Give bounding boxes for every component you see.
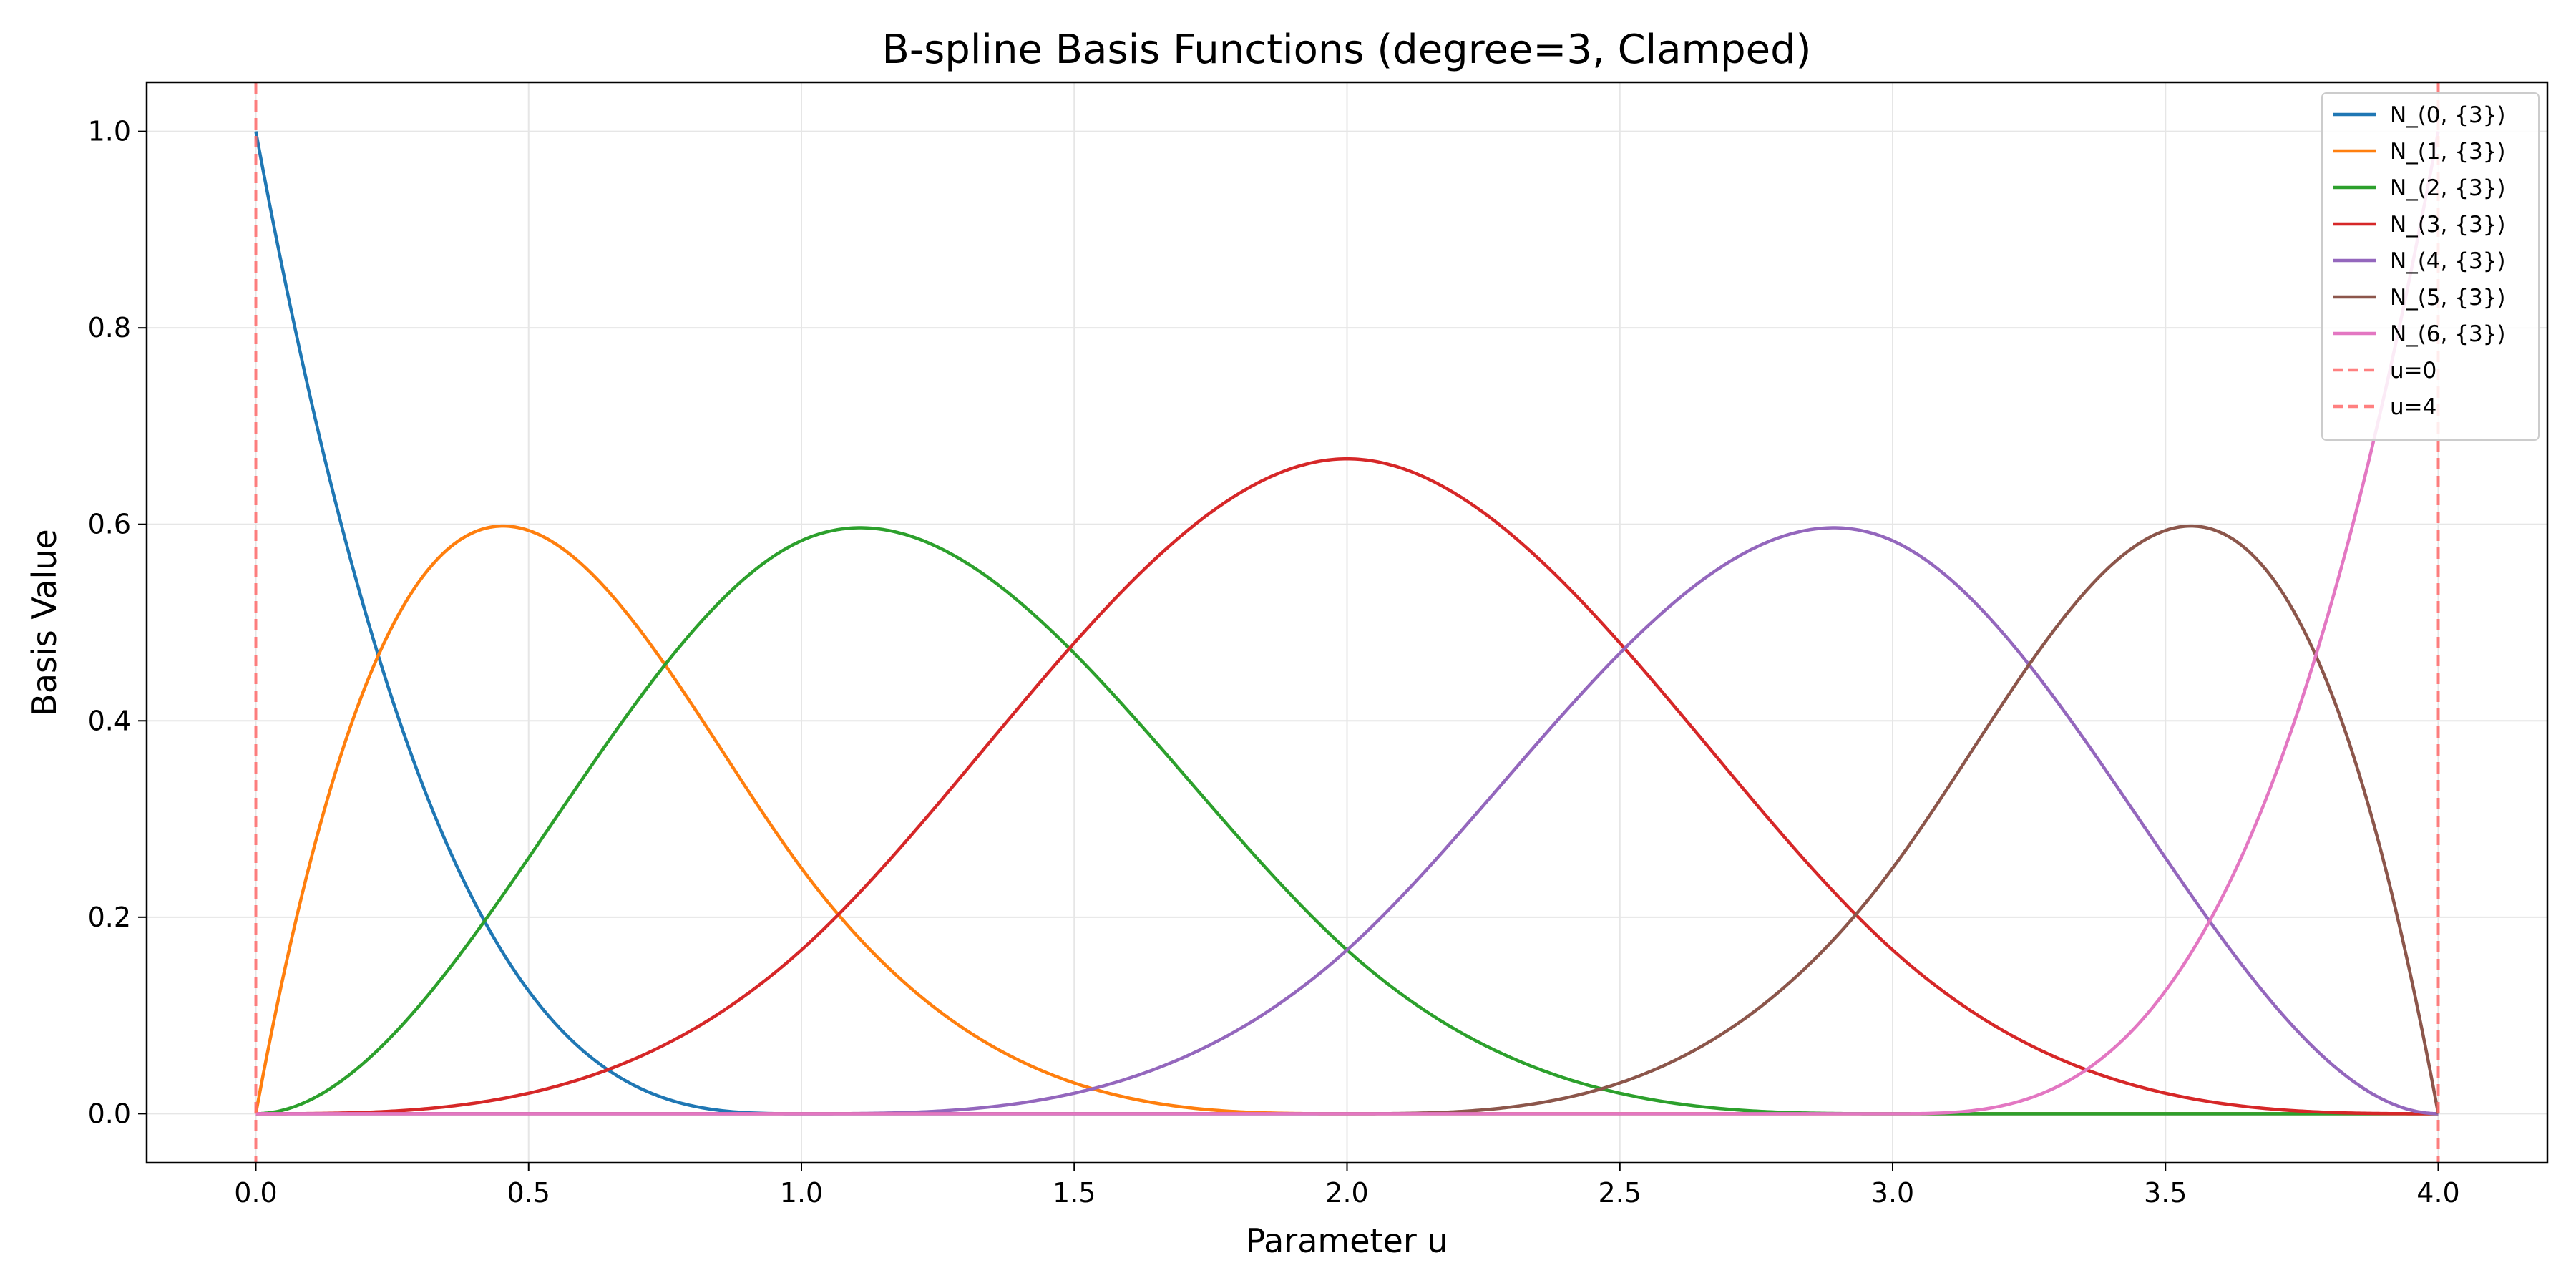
legend-label: N_(1, {3}) [2390, 139, 2505, 165]
x-tick-label: 1.5 [1053, 1177, 1096, 1209]
legend-label: N_(0, {3}) [2390, 102, 2505, 128]
x-tick-label: 2.0 [1325, 1177, 1368, 1209]
x-tick-label: 3.0 [1871, 1177, 1914, 1209]
x-tick-label: 1.0 [780, 1177, 823, 1209]
legend-label: u=0 [2390, 358, 2436, 384]
chart-title: B-spline Basis Functions (degree=3, Clam… [882, 26, 1812, 73]
legend-label: N_(5, {3}) [2390, 285, 2505, 311]
x-tick-label: 0.0 [234, 1177, 277, 1209]
series-layer [254, 82, 2440, 1163]
x-tick-label: 0.5 [507, 1177, 550, 1209]
y-axis-label: Basis Value [25, 529, 64, 716]
series-line-n3 [255, 457, 2439, 1116]
x-tick-label: 4.0 [2416, 1177, 2459, 1209]
y-tick-label: 0.2 [88, 902, 131, 933]
y-tick-label: 1.0 [88, 116, 131, 147]
legend-label: u=4 [2390, 394, 2436, 420]
legend-label: N_(6, {3}) [2390, 321, 2505, 347]
x-tick-label: 3.5 [2144, 1177, 2187, 1209]
x-axis-label: Parameter u [1245, 1221, 1448, 1260]
y-tick-label: 0.6 [88, 509, 131, 540]
legend-label: N_(2, {3}) [2390, 175, 2505, 201]
y-tick-label: 0.0 [88, 1098, 131, 1129]
legend-label: N_(3, {3}) [2390, 212, 2505, 238]
y-axis-ticks: 0.0 0.2 0.4 0.6 0.8 1.0 [88, 116, 147, 1129]
y-tick-label: 0.8 [88, 312, 131, 343]
legend-box [2321, 92, 2540, 441]
x-tick-label: 2.5 [1599, 1177, 1641, 1209]
plot-area [254, 82, 2440, 1163]
y-tick-label: 0.4 [88, 705, 131, 736]
series-line-n6 [255, 131, 2440, 1116]
x-axis-ticks: 0.0 0.5 1.0 1.5 2.0 2.5 3.0 3.5 4.0 [234, 1163, 2460, 1209]
legend: N_(0, {3}) N_(1, {3}) N_(2, {3}) N_(3, {3})… [2321, 92, 2540, 441]
legend-label: N_(4, {3}) [2390, 248, 2505, 274]
